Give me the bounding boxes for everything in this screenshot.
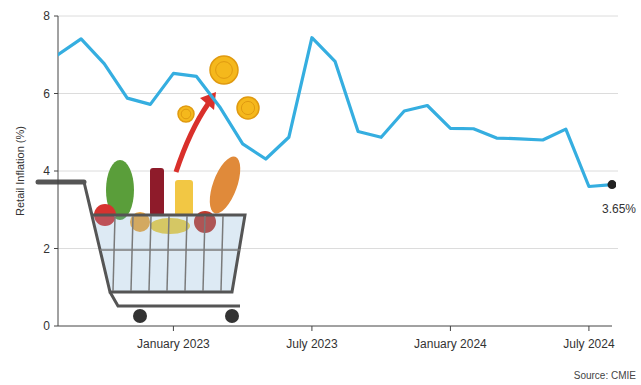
coin-inner: [181, 109, 191, 119]
y-tick-label: 8: [43, 9, 50, 23]
annotation: 3.65%: [602, 202, 636, 216]
x-tick-label: July 2024: [563, 337, 615, 351]
grocery: [150, 168, 164, 216]
cart-wire: [221, 216, 223, 291]
grocery: [203, 153, 246, 218]
line: [58, 38, 612, 187]
x-tick: [173, 326, 174, 331]
cart-wire: [131, 216, 133, 291]
cart-wire: [113, 216, 115, 291]
x-tick-label: January 2023: [137, 337, 210, 351]
x-tick: [588, 326, 589, 331]
y-axis-title: Retail Inflation (%): [14, 126, 26, 216]
x-axis: [58, 326, 612, 327]
y-tick-label: 0: [43, 319, 50, 333]
y-tick-label: 4: [43, 164, 50, 178]
coin: [178, 106, 194, 122]
cart-wire: [167, 216, 169, 291]
coin: [237, 97, 259, 119]
cart-wheel: [225, 309, 239, 323]
grid-line: [58, 16, 618, 17]
coin-inner: [241, 101, 254, 114]
cart-wire: [203, 216, 205, 291]
cart-wire: [100, 249, 240, 251]
cart-frame: [110, 292, 240, 306]
end-point: [608, 180, 617, 189]
cart-handle: [38, 180, 84, 185]
arrow: [176, 104, 208, 172]
grid-line: [58, 93, 618, 94]
coin: [210, 56, 238, 84]
chart: 0 2 4 6 8 January 2023 July 2023 January 2024 Ju…: [0, 0, 641, 385]
x-tick: [450, 326, 451, 331]
x-tick-label: July 2023: [286, 337, 338, 351]
y-tick: [54, 171, 58, 172]
cart-wheel: [133, 309, 147, 323]
source: Source: CMIE: [574, 370, 637, 381]
grid-line: [58, 171, 618, 172]
grocery: [175, 180, 193, 216]
y-tick: [54, 93, 58, 94]
cart-wire: [149, 216, 151, 291]
illustration: [38, 56, 259, 323]
coin-inner: [216, 62, 233, 79]
y-tick: [54, 326, 58, 327]
y-tick: [54, 16, 58, 17]
y-tick: [54, 248, 58, 249]
y-tick-label: 6: [43, 87, 50, 101]
cart-wire: [185, 216, 187, 291]
plot-marks: [58, 38, 616, 189]
x-tick: [311, 326, 312, 331]
cart-basket: [84, 182, 245, 292]
y-tick-label: 2: [43, 242, 50, 256]
x-tick-label: January 2024: [414, 337, 487, 351]
